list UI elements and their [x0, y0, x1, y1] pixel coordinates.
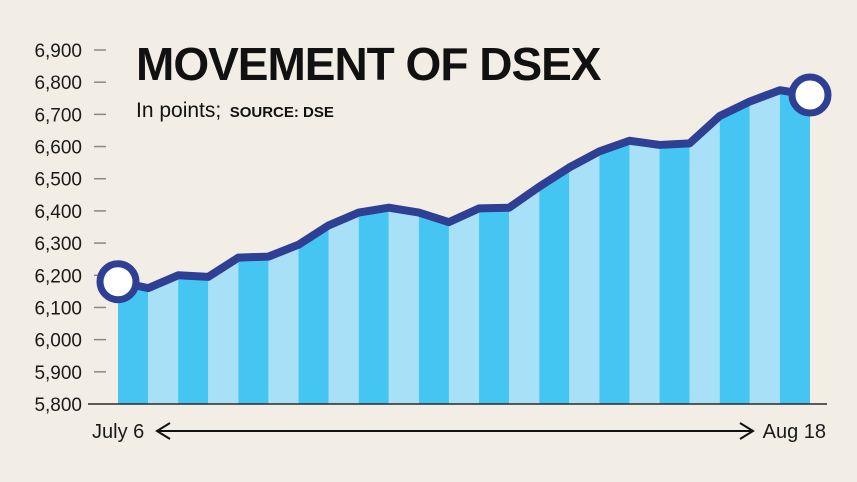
bar: [208, 257, 239, 404]
chart-subtitle: In points; SOURCE: DSE: [136, 99, 334, 122]
bar: [298, 225, 329, 404]
y-tick-label: 6,600: [34, 138, 82, 159]
series-line: [114, 86, 814, 293]
y-tick-label: 6,900: [34, 41, 82, 62]
bar: [358, 207, 389, 404]
bar: [388, 207, 419, 404]
bar: [328, 212, 359, 404]
bar: [539, 167, 570, 404]
end-marker: [788, 73, 832, 117]
x-end-label: Aug 18: [763, 421, 826, 443]
bar: [178, 275, 209, 404]
bar: [479, 207, 510, 404]
y-axis: 6,900 6,800 6,700 6,600 6,500 6,400 6,300 6,200…: [34, 41, 106, 416]
date-range-arrow: [155, 422, 755, 440]
line-layer: [96, 73, 832, 304]
y-tick-label: 6,800: [34, 73, 82, 94]
y-tick-label: 6,000: [34, 331, 82, 352]
bar: [779, 90, 810, 405]
y-tick-label: 6,100: [34, 298, 82, 319]
subtitle-text: In points;: [136, 99, 221, 122]
y-tick-label: 6,200: [34, 266, 82, 287]
bar: [418, 212, 449, 404]
bar: [629, 140, 660, 404]
bar: [268, 244, 299, 404]
bar: [448, 208, 480, 404]
bar: [148, 275, 179, 404]
y-tick-label: 6,500: [34, 170, 82, 191]
bars-layer: [118, 90, 810, 405]
bar: [569, 151, 600, 404]
bar: [719, 101, 750, 404]
y-tick-label: 5,900: [34, 363, 82, 384]
source-text: SOURCE: DSE: [230, 104, 334, 121]
bar: [599, 140, 630, 404]
y-tick-label: 6,300: [34, 234, 82, 255]
chart-title: MOVEMENT OF DSEX: [136, 38, 602, 90]
bar: [749, 90, 780, 405]
arrow-right-head: [739, 422, 755, 440]
y-tick-label: 6,700: [34, 105, 82, 126]
y-tick-label: 6,400: [34, 202, 82, 223]
bar: [118, 281, 149, 404]
bar: [509, 186, 540, 404]
bar: [238, 256, 269, 404]
arrow-left-head: [155, 422, 171, 440]
start-marker: [96, 260, 140, 304]
x-start-label: July 6: [92, 421, 144, 443]
bar: [689, 115, 720, 405]
bar: [659, 143, 690, 404]
y-tick-label: 5,800: [34, 395, 82, 416]
